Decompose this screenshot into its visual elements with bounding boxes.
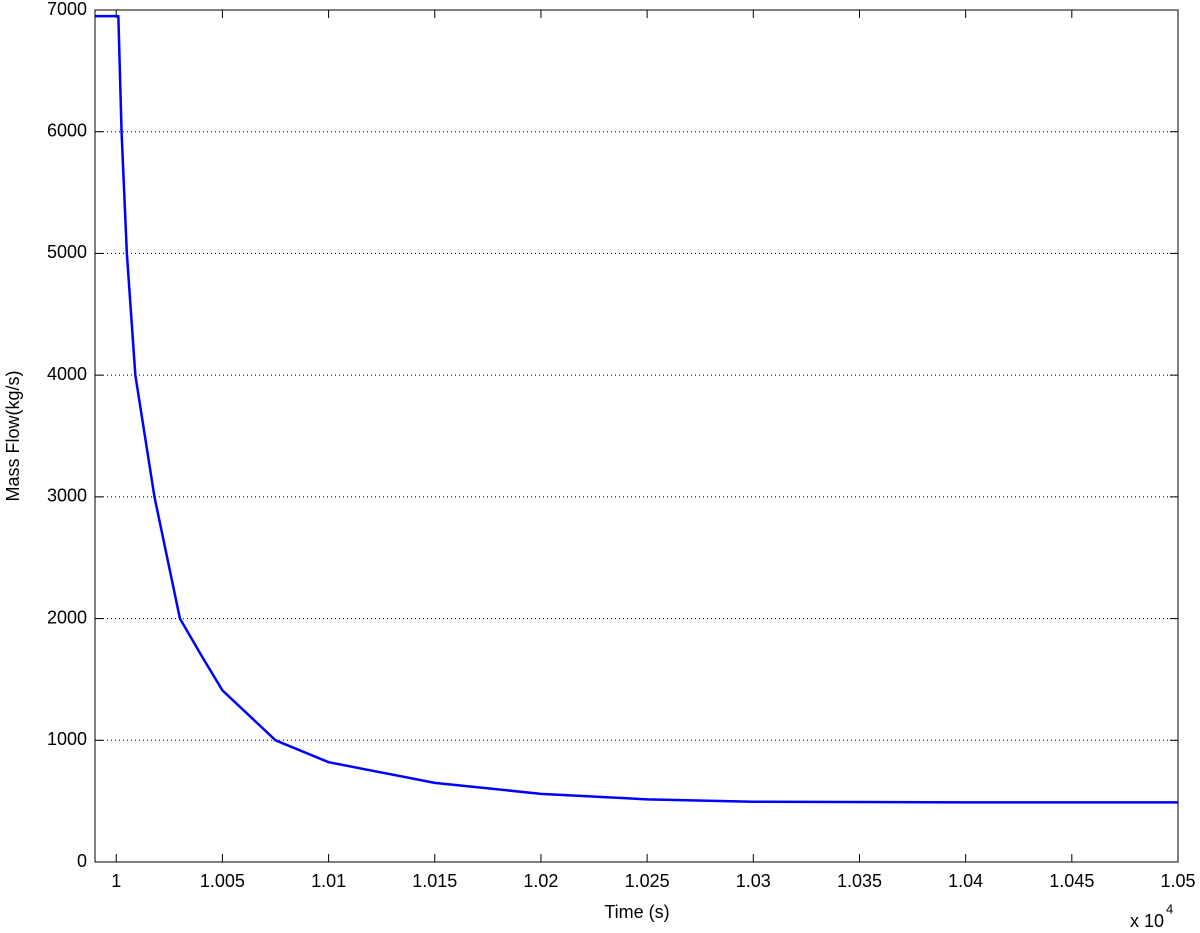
y-tick-label: 1000 — [47, 729, 87, 749]
x-tick-label: 1.02 — [523, 871, 558, 891]
x-tick-label: 1.015 — [412, 871, 457, 891]
x-multiplier-exponent: 4 — [1166, 901, 1173, 916]
plot-area — [95, 10, 1178, 862]
y-tick-label: 7000 — [47, 0, 87, 19]
x-multiplier: x 10 — [1130, 911, 1164, 931]
x-axis-label: Time (s) — [604, 902, 669, 922]
y-tick-label: 6000 — [47, 120, 87, 140]
y-tick-label: 5000 — [47, 242, 87, 262]
axes-box — [94, 9, 1179, 863]
x-tick-label: 1.025 — [625, 871, 670, 891]
x-tick-label: 1.035 — [837, 871, 882, 891]
x-tick-label: 1.05 — [1160, 871, 1195, 891]
data-line — [95, 14, 1178, 804]
y-tick-label: 4000 — [47, 364, 87, 384]
x-tick-label: 1.04 — [948, 871, 983, 891]
x-tick-label: 1.01 — [311, 871, 346, 891]
x-tick-label: 1.045 — [1049, 871, 1094, 891]
y-axis-label: Mass Flow(kg/s) — [3, 370, 23, 501]
x-tick-label: 1.03 — [736, 871, 771, 891]
x-tick-label: 1 — [111, 871, 121, 891]
y-tick-label: 2000 — [47, 607, 87, 627]
x-tick-label: 1.005 — [200, 871, 245, 891]
y-tick-label: 0 — [77, 851, 87, 871]
y-tick-label: 3000 — [47, 486, 87, 506]
